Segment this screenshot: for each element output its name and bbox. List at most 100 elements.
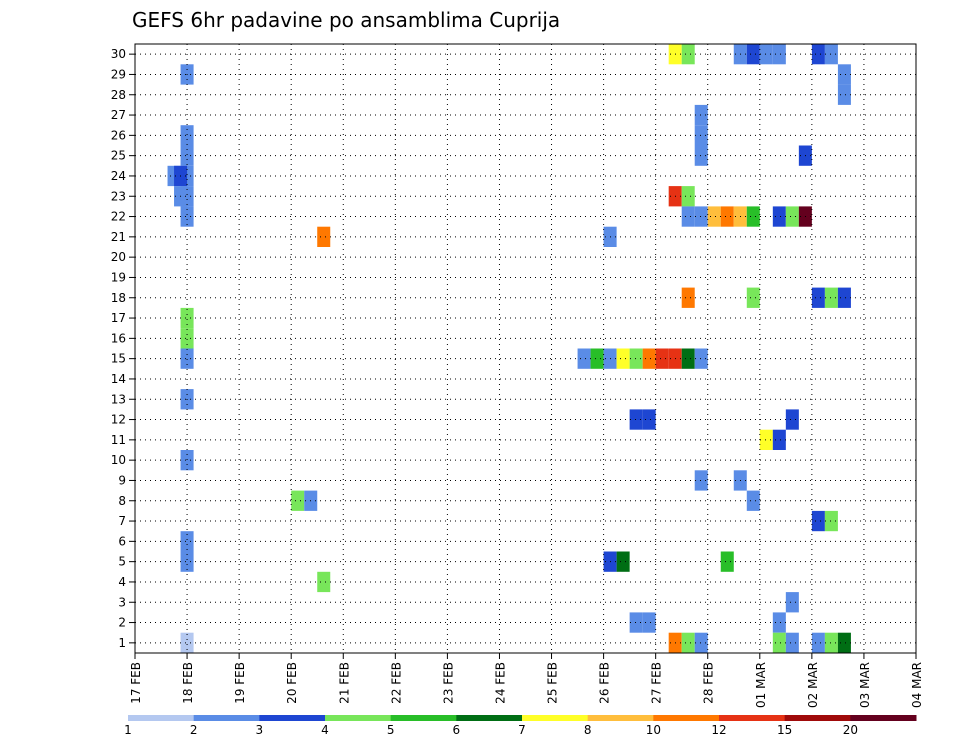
heatmap-cells xyxy=(167,44,851,653)
legend-swatch xyxy=(850,715,917,721)
legend-swatch xyxy=(784,715,851,721)
heatmap-cell xyxy=(681,206,695,227)
legend-swatch xyxy=(193,715,260,721)
x-tick-label: 01 MAR xyxy=(754,662,768,708)
heatmap-cell xyxy=(837,64,851,85)
x-tick-label: 19 FEB xyxy=(233,662,247,704)
heatmap-cell xyxy=(772,612,786,633)
heatmap-cell xyxy=(681,44,695,65)
y-tick-label: 30 xyxy=(111,47,126,61)
heatmap-cell xyxy=(824,510,838,532)
heatmap-cell xyxy=(785,592,799,613)
y-tick-label: 13 xyxy=(111,392,126,406)
legend-label: 20 xyxy=(843,723,858,737)
grid-lines xyxy=(134,44,917,653)
y-tick-label: 11 xyxy=(111,433,126,447)
heatmap-cell xyxy=(694,470,708,491)
x-tick-label: 23 FEB xyxy=(441,662,455,704)
heatmap-cell xyxy=(655,348,669,369)
y-tick-label: 5 xyxy=(118,555,126,569)
heatmap-cell xyxy=(642,409,656,430)
y-tick-label: 2 xyxy=(118,616,126,630)
heatmap-cell xyxy=(180,125,194,146)
heatmap-cell xyxy=(746,206,760,227)
heatmap-cell xyxy=(772,632,786,653)
legend-swatch xyxy=(653,715,720,721)
x-tick-label: 27 FEB xyxy=(650,662,664,704)
x-tick-label: 20 FEB xyxy=(285,662,299,704)
heatmap-cell xyxy=(180,145,194,166)
y-tick-label: 24 xyxy=(111,169,126,183)
heatmap-cell xyxy=(681,186,695,207)
y-tick-label: 25 xyxy=(111,149,126,163)
y-tick-label: 15 xyxy=(111,352,126,366)
y-tick-label: 9 xyxy=(118,473,126,487)
y-tick-label: 28 xyxy=(111,88,126,102)
y-tick-label: 26 xyxy=(111,128,126,142)
heatmap-cell xyxy=(707,206,721,227)
legend-label: 8 xyxy=(584,723,592,737)
legend-label: 5 xyxy=(387,723,395,737)
color-legend: 1 2 3 4 5 6 7 8 10 12 15 20 xyxy=(124,715,917,737)
y-tick-label: 19 xyxy=(111,270,126,284)
legend-swatch xyxy=(456,715,523,721)
legend-swatch xyxy=(325,715,392,721)
legend-swatch xyxy=(587,715,654,721)
plot-frame xyxy=(134,43,917,654)
heatmap-cell xyxy=(837,84,851,105)
y-tick-label: 17 xyxy=(111,311,126,325)
heatmap-cell xyxy=(681,348,695,369)
legend-label: 3 xyxy=(256,723,264,737)
heatmap-cell xyxy=(746,44,760,65)
heatmap-cell xyxy=(824,44,838,65)
heatmap-cell xyxy=(694,348,708,369)
heatmap-cell xyxy=(317,571,331,593)
y-tick-label: 27 xyxy=(111,108,126,122)
x-tick-label: 25 FEB xyxy=(546,662,560,704)
heatmap-cell xyxy=(180,551,194,572)
legend-label: 2 xyxy=(190,723,198,737)
y-tick-label: 18 xyxy=(111,291,126,305)
y-tick-label: 6 xyxy=(118,534,126,548)
legend-label: 15 xyxy=(777,723,792,737)
heatmap-cell xyxy=(180,450,194,471)
heatmap-cell xyxy=(180,328,194,349)
legend-swatch xyxy=(719,715,786,721)
y-tick-label: 22 xyxy=(111,210,126,224)
y-tick-label: 7 xyxy=(118,514,126,528)
legend-label: 10 xyxy=(646,723,661,737)
x-tick-label: 18 FEB xyxy=(181,662,195,704)
heatmap-cell xyxy=(694,145,708,166)
heatmap-cell xyxy=(616,348,630,369)
x-tick-label: 28 FEB xyxy=(702,662,716,704)
heatmap-cell xyxy=(772,206,786,227)
heatmap-cell xyxy=(577,348,591,369)
legend-swatch xyxy=(259,715,326,721)
x-tick-label: 26 FEB xyxy=(598,662,612,704)
legend-label: 1 xyxy=(124,723,132,737)
legend-swatch xyxy=(128,715,195,721)
y-axis: 1234567891011121314151617181920212223242… xyxy=(111,47,135,650)
heatmap-cell xyxy=(616,551,630,572)
heatmap-cell xyxy=(180,348,194,369)
heatmap-cell xyxy=(720,551,734,572)
heatmap-cell xyxy=(642,612,656,633)
heatmap-cell xyxy=(681,632,695,653)
y-tick-label: 1 xyxy=(118,636,126,650)
heatmap-cell xyxy=(694,632,708,653)
heatmap-cell xyxy=(772,44,786,65)
heatmap-cell xyxy=(180,307,194,329)
heatmap-cell xyxy=(772,429,786,450)
y-tick-label: 12 xyxy=(111,413,126,427)
x-tick-label: 02 MAR xyxy=(806,662,820,708)
y-tick-label: 29 xyxy=(111,67,126,81)
x-axis: 17 FEB 18 FEB 19 FEB 20 FEB 21 FEB 22 FEB 23 F… xyxy=(129,653,924,708)
legend-label: 6 xyxy=(453,723,461,737)
heatmap-cell xyxy=(180,206,194,227)
heatmap-cell xyxy=(629,612,643,633)
legend-swatch xyxy=(522,715,589,721)
x-tick-label: 24 FEB xyxy=(493,662,507,704)
heatmap-cell xyxy=(694,104,708,126)
heatmap-cell xyxy=(811,44,825,65)
y-tick-label: 16 xyxy=(111,331,126,345)
